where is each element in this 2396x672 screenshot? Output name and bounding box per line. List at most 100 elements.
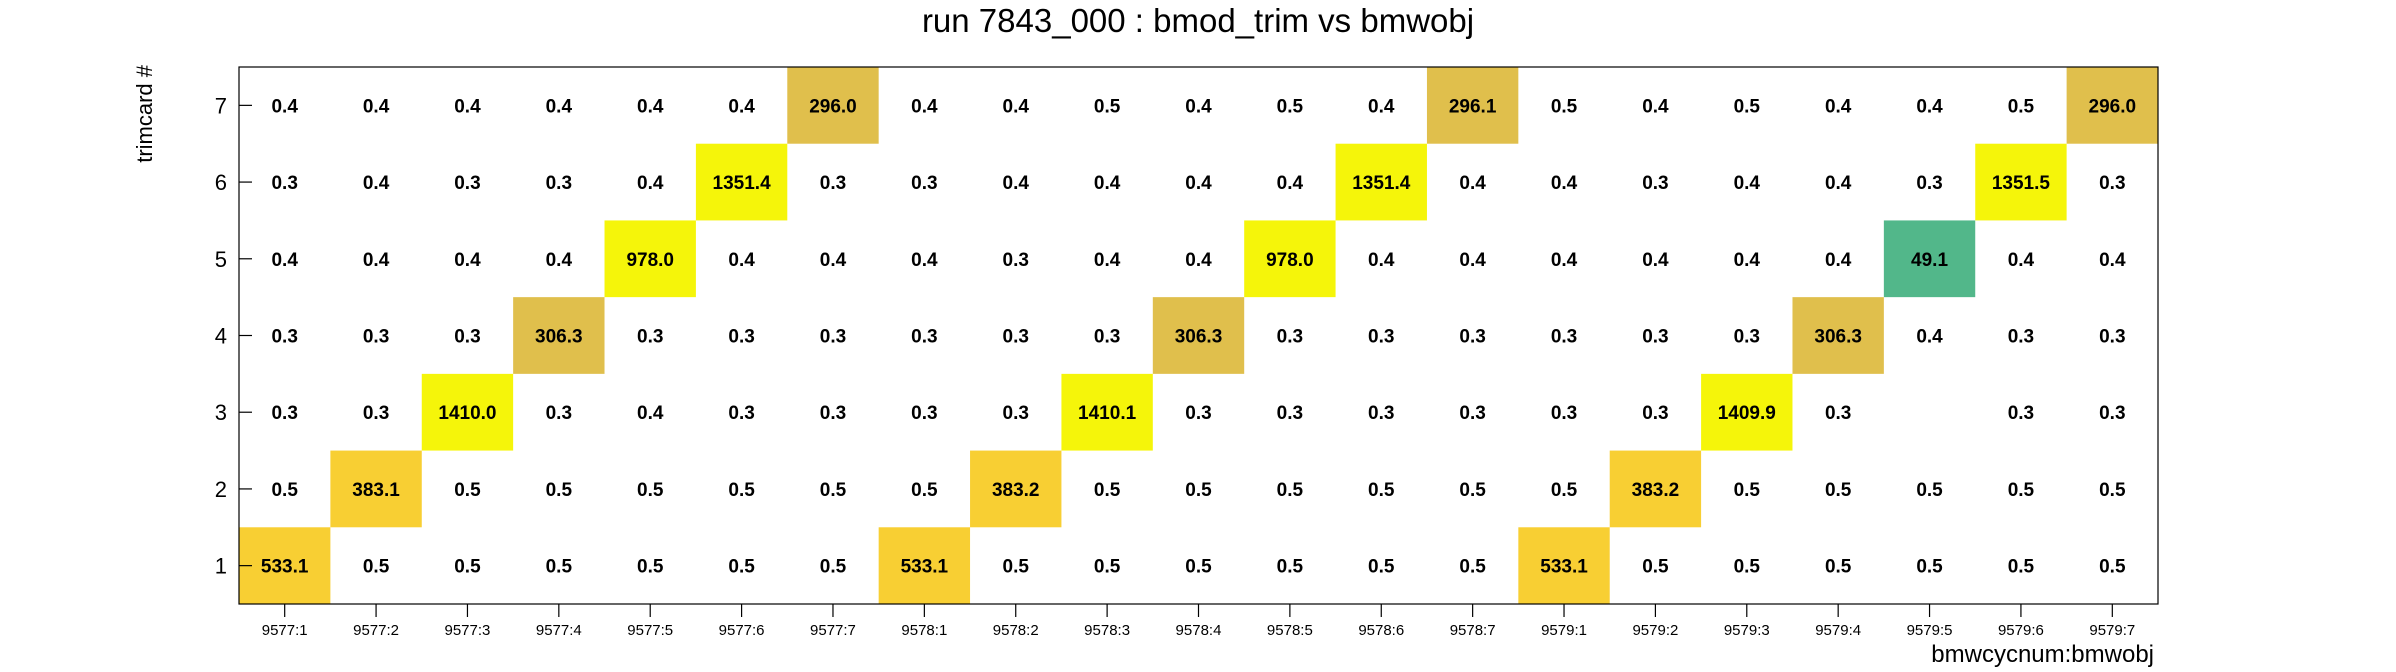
- cell-value-label: 0.4: [1551, 173, 1578, 194]
- cell-value-label: 0.4: [1642, 250, 1669, 271]
- x-tick-label: 9579:4: [1815, 622, 1861, 639]
- cell-value-label: 0.4: [637, 96, 664, 117]
- cell-value-label: 0.5: [1094, 480, 1121, 501]
- cell-value-label: 0.4: [454, 96, 481, 117]
- heatmap-cell: [787, 67, 879, 144]
- cell-value-label: 0.5: [2099, 557, 2126, 578]
- cell-value-label: 0.4: [1003, 96, 1030, 117]
- y-tick-label: 4: [215, 324, 227, 349]
- cell-value-label: 1351.4: [1352, 173, 1411, 194]
- cell-value-label: 0.4: [1368, 250, 1395, 271]
- cell-value-label: 1410.1: [1078, 403, 1137, 424]
- cell-value-label: 0.3: [1459, 327, 1485, 348]
- cell-value-label: 0.4: [1825, 96, 1852, 117]
- cell-value-label: 0.4: [1459, 250, 1486, 271]
- cell-value-label: 0.3: [1642, 327, 1668, 348]
- cell-value-label: 0.5: [1642, 557, 1669, 578]
- cell-value-label: 0.5: [1734, 96, 1761, 117]
- cell-value-label: 0.3: [820, 403, 846, 424]
- x-tick-label: 9577:6: [719, 622, 765, 639]
- cell-value-label: 0.3: [1185, 403, 1211, 424]
- x-tick-label: 9578:5: [1267, 622, 1313, 639]
- cell-value-label: 0.5: [2008, 96, 2035, 117]
- cell-value-label: 0.5: [1916, 557, 1943, 578]
- heatmap-cell: [513, 297, 605, 374]
- y-tick-label: 3: [215, 400, 227, 425]
- cell-value-label: 383.2: [1632, 480, 1680, 501]
- heatmap-cell: [1061, 373, 1153, 451]
- cell-value-label: 0.4: [1825, 250, 1852, 271]
- cell-value-label: 296.0: [2089, 96, 2137, 117]
- x-tick-label: 9578:7: [1450, 622, 1496, 639]
- cell-value-label: 0.4: [911, 96, 938, 117]
- cell-value-label: 0.5: [637, 480, 664, 501]
- cell-value-label: 0.3: [271, 403, 297, 424]
- x-tick-label: 9579:2: [1632, 622, 1678, 639]
- cell-value-label: 0.5: [454, 480, 481, 501]
- cell-value-label: 0.5: [1277, 480, 1304, 501]
- cell-value-label: 0.4: [1916, 327, 1943, 348]
- cell-value-label: 0.3: [1551, 327, 1577, 348]
- cell-value-label: 306.3: [1175, 327, 1223, 348]
- cell-value-label: 0.4: [2099, 250, 2126, 271]
- cell-value-label: 0.4: [1916, 96, 1943, 117]
- x-tick-label: 9578:3: [1084, 622, 1130, 639]
- cell-value-label: 0.3: [911, 173, 937, 194]
- cell-value-label: 0.3: [2099, 173, 2125, 194]
- cell-value-label: 0.3: [1368, 327, 1394, 348]
- cell-value-label: 0.5: [1459, 557, 1486, 578]
- cell-value-label: 0.3: [911, 403, 937, 424]
- y-axis-label: trimcard #: [132, 64, 157, 163]
- cell-value-label: 0.3: [1734, 327, 1760, 348]
- heatmap-cell: [421, 373, 514, 451]
- x-axis-label: bmwcycnum:bmwobj: [1931, 641, 2154, 668]
- x-tick-label: 9579:1: [1541, 622, 1587, 639]
- cell-value-label: 0.3: [1642, 403, 1668, 424]
- heatmap-cell: [1609, 450, 1702, 528]
- cell-value-label: 533.1: [901, 557, 949, 578]
- cell-value-label: 0.3: [1825, 403, 1851, 424]
- cell-value-label: 0.4: [546, 96, 573, 117]
- cell-value-label: 0.4: [2008, 250, 2035, 271]
- heatmap-cell: [695, 143, 788, 221]
- cell-value-label: 0.5: [454, 557, 481, 578]
- y-tick-label: 2: [215, 477, 227, 502]
- heatmap-cell: [330, 450, 422, 528]
- cell-value-label: 0.4: [271, 96, 298, 117]
- heatmap-cell: [1792, 297, 1884, 374]
- cell-value-label: 0.4: [1825, 173, 1852, 194]
- cell-value-label: 0.4: [363, 250, 390, 271]
- cell-value-label: 0.4: [637, 173, 664, 194]
- cell-value-label: 0.3: [1277, 403, 1303, 424]
- x-tick-label: 9577:2: [353, 622, 399, 639]
- cell-value-label: 0.3: [1368, 403, 1394, 424]
- cell-value-label: 0.4: [1185, 173, 1212, 194]
- heatmap-cell: [1244, 220, 1336, 298]
- cell-value-label: 0.5: [1734, 557, 1761, 578]
- cell-value-label: 0.5: [728, 557, 755, 578]
- cell-value-label: 0.4: [1734, 173, 1761, 194]
- cell-value-label: 0.3: [820, 173, 846, 194]
- cell-value-label: 0.4: [271, 250, 298, 271]
- cell-value-label: 533.1: [1540, 557, 1588, 578]
- x-tick-label: 9577:7: [810, 622, 856, 639]
- cell-value-label: 0.3: [1003, 327, 1029, 348]
- x-tick-label: 9578:1: [901, 622, 947, 639]
- y-tick-label: 7: [215, 93, 227, 118]
- cell-value-label: 0.5: [820, 480, 847, 501]
- cell-value-label: 0.3: [546, 173, 572, 194]
- cell-value-label: 0.5: [1551, 96, 1578, 117]
- heatmap-cell: [239, 527, 331, 604]
- cell-value-label: 0.4: [454, 250, 481, 271]
- cell-value-label: 0.3: [728, 403, 754, 424]
- cell-value-label: 0.4: [1368, 96, 1395, 117]
- cell-value-label: 0.4: [1185, 250, 1212, 271]
- x-tick-label: 9577:5: [627, 622, 673, 639]
- cell-value-label: 0.3: [728, 327, 754, 348]
- heatmap-cell: [1518, 527, 1610, 604]
- cell-value-label: 0.4: [1642, 96, 1669, 117]
- cell-value-label: 978.0: [1266, 250, 1314, 271]
- cell-value-label: 0.4: [637, 403, 664, 424]
- cell-value-label: 0.5: [1368, 557, 1395, 578]
